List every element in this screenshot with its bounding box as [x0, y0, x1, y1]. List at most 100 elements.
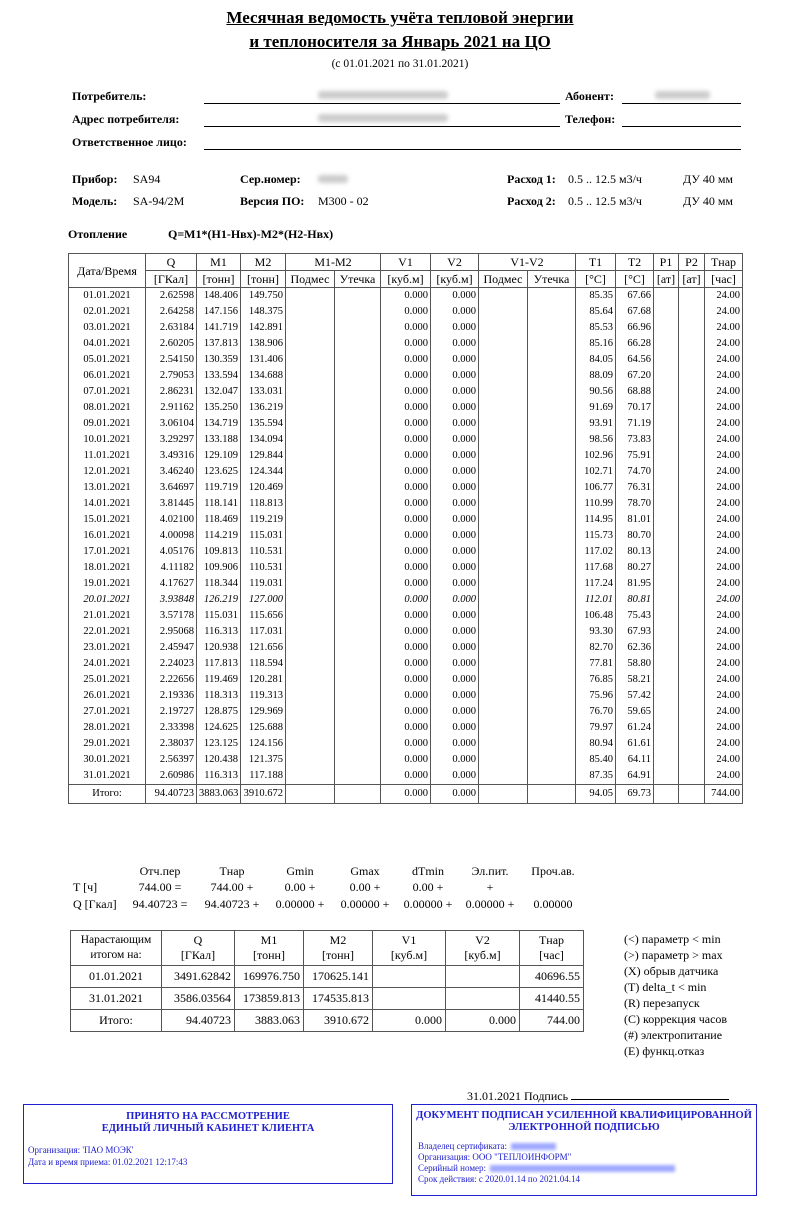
cell [678, 416, 706, 432]
value-cell: 0.000 [430, 784, 479, 804]
cell [653, 656, 680, 672]
cell [334, 656, 381, 672]
value-cell: 102.96 [575, 448, 617, 464]
table-row: 20.01.2021 3.93848 126.219 127.000 0.000 0.00… [68, 592, 744, 608]
date-cell: 20.01.2021 [68, 592, 146, 608]
header-cell: [час] [704, 270, 744, 288]
value-cell: 0.000 [380, 720, 431, 736]
value-cell: 2.64258 [145, 304, 197, 320]
value-cell: 75.91 [615, 448, 655, 464]
cell [678, 384, 706, 400]
value-cell: 117.031 [240, 624, 286, 640]
cell [526, 416, 577, 432]
summary-value: 0.00000 [533, 897, 573, 911]
cell [334, 448, 381, 464]
cell [478, 480, 528, 496]
value-cell: 2.54150 [145, 352, 197, 368]
value-cell: 0.000 [380, 304, 431, 320]
value-cell: 142.891 [240, 320, 286, 336]
value-cell: 24.00 [704, 720, 744, 736]
header-text: V2 [475, 933, 490, 947]
cell [526, 768, 577, 785]
cell [478, 656, 528, 672]
value-cell: 116.313 [196, 768, 241, 785]
value-cell: 64.91 [615, 768, 655, 785]
value-cell: 67.68 [615, 304, 655, 320]
value-cell: 2.38037 [145, 736, 197, 752]
value-cell: 66.28 [615, 336, 655, 352]
value-cell: 24.00 [704, 448, 744, 464]
value-cell: 120.469 [240, 480, 286, 496]
header-text: Нарастающим итогом на: [80, 934, 152, 961]
value-cell: 110.99 [575, 496, 617, 512]
value-cell: 73.83 [615, 432, 655, 448]
cell [526, 287, 577, 304]
value-cell: 2.45947 [145, 640, 197, 656]
cell [678, 736, 706, 752]
value-cell: 0.000 [380, 512, 431, 528]
cell [526, 752, 577, 768]
cell [334, 544, 381, 560]
stamp-right: ДОКУМЕНТ ПОДПИСАН УСИЛЕННОЙ КВАЛИФИЦИРОВ… [411, 1104, 757, 1196]
cell [526, 512, 577, 528]
header-cell: V2 [куб.м] [445, 930, 520, 966]
value-cell: 2.24023 [145, 656, 197, 672]
cell [526, 656, 577, 672]
date-cell: 01.01.2021 [70, 965, 162, 988]
table-row: 18.01.2021 4.11182 109.906 110.531 0.000 0.00… [68, 560, 744, 576]
value-cell: 0.000 [430, 640, 479, 656]
value-cell: 61.24 [615, 720, 655, 736]
value-cell: 141.719 [196, 320, 241, 336]
header-unit: [ГКал] [180, 948, 216, 962]
cell [653, 624, 680, 640]
cell [678, 336, 706, 352]
value-cell: 127.000 [240, 592, 286, 608]
table-row: 06.01.2021 2.79053 133.594 134.688 0.000 0.00… [68, 368, 744, 384]
value: 0.5 .. 12.5 м3/ч [568, 172, 642, 186]
table-row: 30.01.2021 2.56397 120.438 121.375 0.000 0.00… [68, 752, 744, 768]
cell [678, 608, 706, 624]
value-cell: 2.19727 [145, 704, 197, 720]
value-cell: 75.43 [615, 608, 655, 624]
cell [285, 464, 335, 480]
cell [526, 672, 577, 688]
value-cell: 2.60986 [145, 768, 197, 785]
value-cell: 85.16 [575, 336, 617, 352]
date-cell: 10.01.2021 [68, 432, 146, 448]
value-cell: 24.00 [704, 624, 744, 640]
value-cell: 3.57178 [145, 608, 197, 624]
cell [334, 416, 381, 432]
cell [285, 400, 335, 416]
cell [285, 592, 335, 608]
period: (с 01.01.2021 по 31.01.2021) [331, 58, 469, 70]
cell [478, 287, 528, 304]
date-cell: 28.01.2021 [68, 720, 146, 736]
table-row: 16.01.2021 4.00098 114.219 115.031 0.000 0.00… [68, 528, 744, 544]
table-row: 01.01.2021 3491.62842 169976.750 170625.141… [70, 965, 584, 988]
value-cell: 40696.55 [519, 965, 584, 988]
legend-item: (R) перезапуск [624, 996, 700, 1010]
header-cell: Утечка [334, 270, 381, 288]
header-cell: Нарастающим итогом на: [70, 930, 162, 966]
value-cell: 93.91 [575, 416, 617, 432]
table-row: 12.01.2021 3.46240 123.625 124.344 0.000 0.00… [68, 464, 744, 480]
value-cell: 0.000 [380, 416, 431, 432]
cell [285, 784, 335, 804]
table-row: 17.01.2021 4.05176 109.813 110.531 0.000 0.00… [68, 544, 744, 560]
header-cell: [°C] [615, 270, 655, 288]
cell [285, 608, 335, 624]
label: Расход 1: [507, 172, 556, 186]
header-cell: M2 [тонн] [303, 930, 373, 966]
cell [285, 720, 335, 736]
cell [334, 400, 381, 416]
value-cell: 24.00 [704, 464, 744, 480]
cell [526, 432, 577, 448]
date-cell: 30.01.2021 [68, 752, 146, 768]
date-cell: 14.01.2021 [68, 496, 146, 512]
value-cell: 123.125 [196, 736, 241, 752]
value-cell: 2.56397 [145, 752, 197, 768]
cell [653, 496, 680, 512]
value-cell: 24.00 [704, 736, 744, 752]
value-cell: 115.031 [196, 608, 241, 624]
value-cell: 2.63184 [145, 320, 197, 336]
